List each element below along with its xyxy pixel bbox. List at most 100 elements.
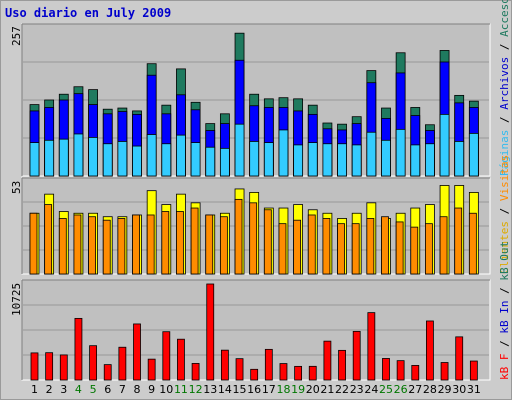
day-label: 13 (203, 383, 217, 396)
bar-kbf (177, 338, 185, 381)
bar-visitas (146, 214, 155, 275)
bar-visitas (395, 221, 404, 275)
legend-kbout: kB Out (498, 240, 511, 281)
day-label: 9 (148, 383, 155, 396)
bar-visitas (249, 202, 258, 275)
bar-visitas (366, 218, 375, 275)
bar-kbf (440, 362, 449, 381)
bar-paginas (58, 138, 69, 177)
bar-paginas (73, 133, 84, 177)
bar-visitas (293, 219, 302, 275)
bar-paginas (132, 145, 142, 177)
bar-visitas (234, 198, 243, 275)
bar-paginas (44, 139, 55, 177)
legend-sep: / (498, 333, 511, 354)
day-label: 19 (291, 383, 305, 396)
bar-kbf (74, 317, 83, 381)
bar-kbf (279, 363, 288, 381)
bar-visitas (381, 216, 389, 275)
bar-kbf (382, 358, 390, 381)
day-label: 27 (408, 383, 422, 396)
bar-paginas (366, 131, 377, 177)
bar-paginas (234, 123, 245, 177)
bar-paginas (146, 134, 157, 177)
bar-kbf (455, 336, 464, 381)
bar-kbf (162, 331, 171, 381)
bar-visitas (468, 212, 477, 275)
day-label: 3 (60, 383, 67, 396)
bar-paginas (88, 137, 98, 177)
bar-visitas (337, 223, 345, 275)
day-label: 25 (379, 383, 393, 396)
legend-visitas: Visitas (498, 154, 511, 202)
bar-kbf (469, 360, 478, 381)
bar-visitas (102, 219, 111, 275)
bar-kbf (250, 368, 259, 381)
bar-paginas (278, 129, 289, 177)
bar-visitas (439, 216, 448, 275)
bar-kbf (352, 330, 361, 381)
bar-paginas (307, 142, 318, 177)
bar-visitas (117, 218, 126, 275)
bar-paginas (454, 141, 465, 177)
day-label: 12 (189, 383, 203, 396)
legend-sep: / (498, 201, 511, 222)
day-label: 14 (218, 383, 232, 396)
bar-kbf (235, 358, 244, 381)
bottom-legend: kB F / kB In / kB Out (498, 241, 511, 380)
day-label: 28 (423, 383, 437, 396)
bar-paginas (439, 113, 450, 177)
bar-paginas (117, 141, 128, 177)
bar-paginas (190, 142, 201, 177)
day-label: 11 (174, 383, 188, 396)
bar-paginas (337, 143, 347, 177)
bar-visitas (307, 214, 316, 275)
bar-visitas (161, 211, 170, 275)
bar-kbf (264, 348, 273, 381)
day-label: 30 (452, 383, 466, 396)
bar-paginas (322, 143, 333, 177)
bar-kbf (191, 363, 200, 381)
bar-kbf (338, 349, 346, 381)
day-label: 29 (438, 383, 452, 396)
bar-kbf (103, 364, 112, 381)
bar-kbf (308, 365, 317, 381)
bar-kbf (89, 345, 97, 381)
day-label: 31 (467, 383, 481, 396)
bar-visitas (263, 209, 272, 275)
bar-paginas (205, 146, 216, 177)
day-label: 1 (31, 383, 38, 396)
bar-visitas (205, 214, 214, 275)
day-label: 26 (394, 383, 408, 396)
bar-visitas (425, 223, 433, 275)
bar-kbf (426, 320, 434, 381)
bar-kbf (396, 360, 405, 381)
bar-paginas (102, 143, 113, 177)
day-label: 7 (119, 383, 126, 396)
bar-kbf (133, 323, 141, 381)
legend-sep: / (498, 109, 511, 130)
day-label: 24 (364, 383, 378, 396)
bar-visitas (176, 211, 184, 275)
bar-paginas (468, 132, 479, 177)
chart-title: Uso diario en July 2009 (5, 6, 172, 20)
bar-kbf (147, 358, 156, 381)
bar-visitas (88, 216, 96, 275)
bar-visitas (58, 218, 67, 275)
bar-visitas (29, 212, 38, 275)
bar-paginas (293, 144, 304, 177)
bar-paginas (381, 139, 391, 177)
day-label: 22 (335, 383, 349, 396)
day-label: 20 (306, 383, 320, 396)
bar-paginas (249, 141, 260, 177)
bar-paginas (263, 142, 274, 177)
bar-paginas (219, 147, 230, 177)
day-label: 8 (134, 383, 141, 396)
bar-kbf (367, 312, 376, 381)
bar-paginas (176, 134, 186, 177)
legend-kbin: kB In (498, 300, 511, 334)
day-label: 17 (262, 383, 276, 396)
bar-visitas (410, 226, 419, 275)
day-label: 16 (247, 383, 261, 396)
